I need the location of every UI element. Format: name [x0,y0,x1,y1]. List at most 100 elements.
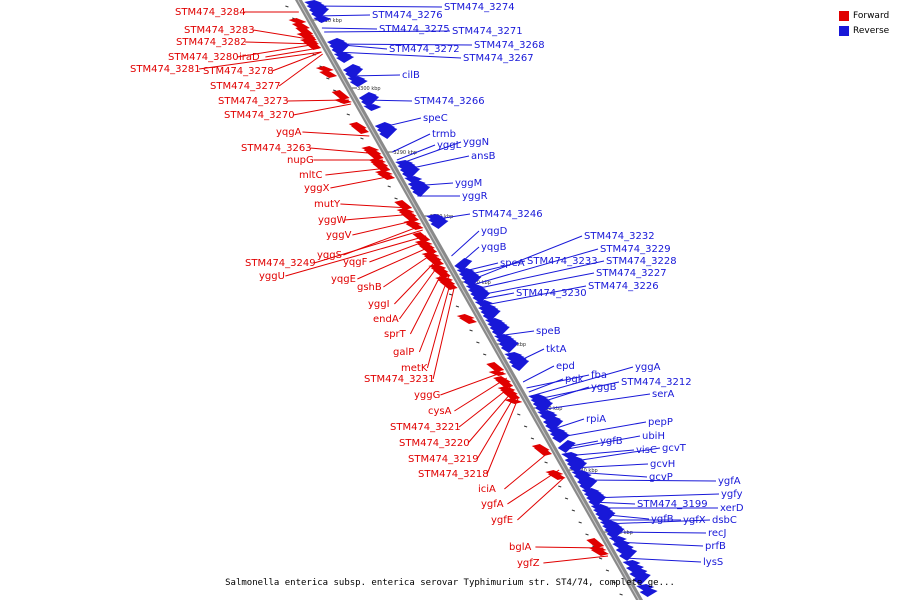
reverse-gene-label: ygfB [600,436,623,447]
reverse-feature [552,432,571,443]
reverse-gene-label: yggB [591,382,617,393]
forward-leader-line [432,285,456,380]
reverse-feature [349,78,368,87]
reverse-leader-line [396,144,436,161]
backbone-marker [523,425,528,428]
reverse-feature [454,258,473,271]
forward-gene-label: STM474_3220 [399,438,470,449]
backbone-marker [612,581,616,584]
forward-gene-label: STM474_3249 [245,258,316,269]
reverse-gene-label: gcvP [649,472,673,483]
reverse-leader-line [315,14,371,17]
reverse-gene-label: STM474_3272 [389,44,460,55]
forward-gene-label: STM474_3270 [224,110,295,121]
forward-gene-label: yggS [317,250,342,261]
forward-gene-label: metK [401,363,428,374]
backbone-marker [578,521,582,524]
forward-gene-label: cysA [428,406,452,417]
reverse-leader-line [538,393,651,411]
forward-gene-label: yggG [414,390,440,401]
reverse-leader-line [560,440,599,449]
reverse-gene-label: lysS [703,557,723,568]
forward-gene-label: sprT [384,329,407,340]
reverse-gene-label: recJ [708,528,727,539]
reverse-feature [615,544,634,555]
reverse-gene-label: STM474_3276 [372,10,443,21]
reverse-leader-line [512,348,545,365]
reverse-gene-label: STM474_3212 [621,377,692,388]
reverse-leader-line [321,27,378,30]
forward-leader-line [325,167,388,176]
reverse-leader-line [623,557,702,563]
forward-leader-line [507,469,560,505]
forward-gene-label: STM474_3284 [175,7,246,18]
forward-gene-label: yggU [259,271,285,282]
reverse-gene-label: ygfA [718,476,741,487]
backbone-marker [387,185,391,188]
forward-feature [315,66,334,72]
reverse-leader-line [614,541,704,547]
reverse-gene-label: STM474_3228 [606,256,677,267]
reverse-leader-line [550,418,585,431]
reverse-leader-line [330,43,388,50]
reverse-leader-line [496,330,535,337]
forward-gene-label: yggV [326,230,352,241]
reverse-feature [579,478,598,491]
reverse-feature [511,358,530,371]
forward-leader-line [440,371,504,396]
forward-leader-line [245,41,318,45]
forward-gene-label: endA [373,314,399,325]
reverse-leader-line [565,449,635,457]
forward-leader-line [265,47,320,58]
legend-label-forward: Forward [853,10,890,21]
reverse-gene-label: STM474_3267 [463,53,534,64]
reverse-feature [639,588,658,597]
reverse-gene-label: pepP [648,417,673,428]
forward-feature [534,446,553,456]
forward-gene-label: STM474_3231 [364,374,435,385]
forward-leader-line [237,43,318,58]
reverse-leader-line [598,513,650,520]
scale-tick-label: 3240 kbp [574,468,598,474]
forward-leader-line [278,53,323,87]
forward-leader-line [344,213,414,221]
reverse-gene-label: ubiH [642,431,665,442]
reverse-gene-label: STM474_3268 [474,40,545,51]
reverse-leader-line [462,260,526,277]
reverse-gene-label: STM474_3271 [452,26,523,37]
reverse-leader-line [522,365,555,383]
reverse-leader-line [466,235,583,283]
reverse-feature [545,418,564,431]
backbone-marker [544,461,548,464]
forward-feature [351,124,370,134]
legend: Forward Reverse [839,8,889,38]
legend-item-reverse: Reverse [839,23,889,38]
forward-feature [459,316,478,324]
forward-gene-label: ygfE [491,515,513,526]
scale-tick-label: 3230 kbp [609,530,633,536]
reverse-leader-line [349,74,401,77]
forward-leader-line [352,219,418,236]
reverse-gene-label: yggN [463,137,489,148]
forward-leader-line [467,389,515,444]
reverse-feature [608,536,627,543]
backbone-marker [448,293,453,296]
backbone-marker [517,413,521,416]
forward-feature [372,162,391,172]
forward-gene-label: yqgF [343,257,368,268]
genome-caption: Salmonella enterica subsp. enterica sero… [225,578,675,588]
reverse-leader-line [456,246,480,267]
reverse-gene-label: epd [556,361,575,372]
forward-feature [590,548,609,556]
reverse-gene-label: yggA [635,362,661,373]
reverse-feature [336,54,355,63]
scale-tick-label: 3290 kbp [393,150,417,156]
forward-gene-label: mltC [299,170,322,181]
forward-leader-line [293,103,352,116]
forward-gene-label: STM474_3218 [418,469,489,480]
reverse-gene-label: ygfX [683,515,706,526]
forward-leader-line [199,51,322,70]
reverse-leader-line [470,260,605,291]
reverse-gene-label: speB [536,326,561,337]
